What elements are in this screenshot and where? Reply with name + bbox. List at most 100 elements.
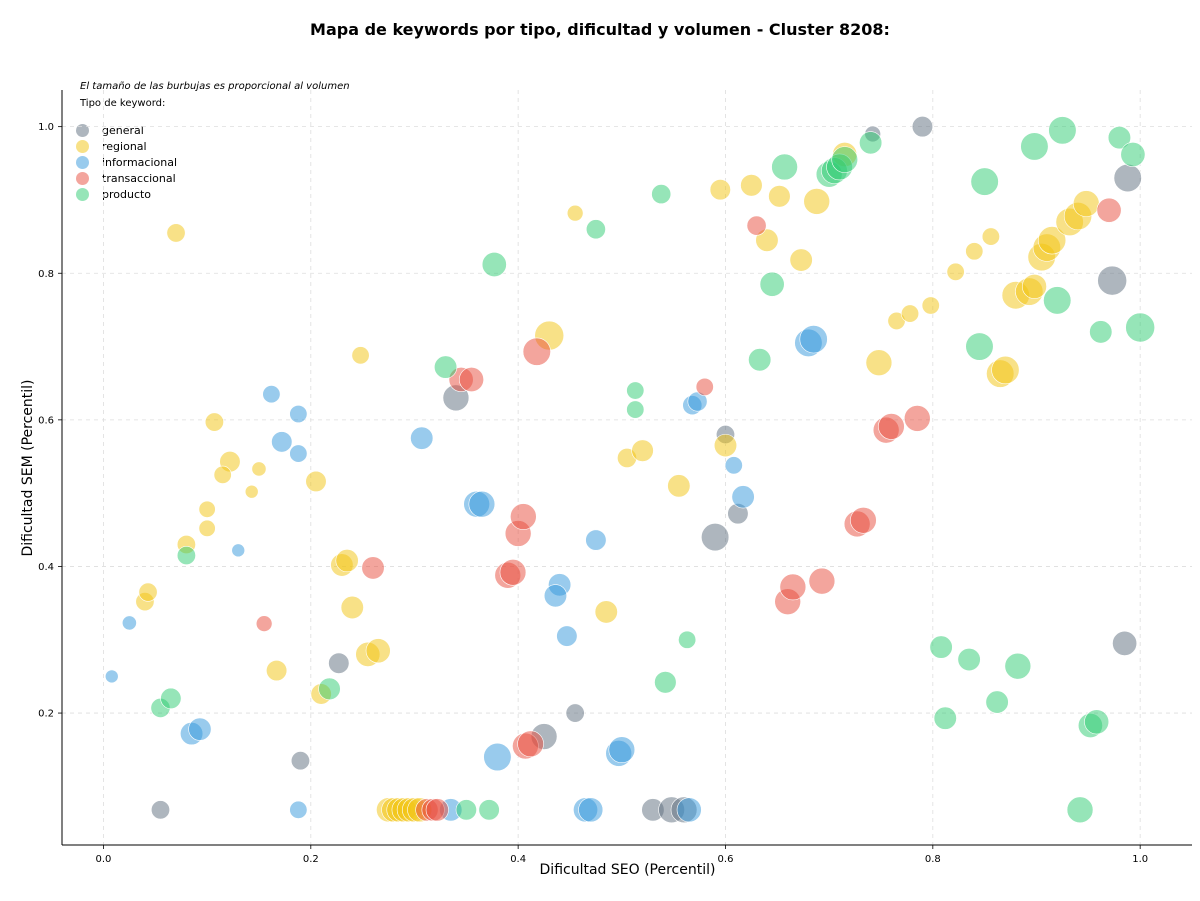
chart-title: Mapa de keywords por tipo, dificultad y … xyxy=(310,20,890,39)
bubble-producto xyxy=(929,635,953,659)
bubble-producto xyxy=(1066,796,1094,824)
bubble-regional xyxy=(1037,226,1067,255)
bubble-transaccional xyxy=(361,556,385,580)
bubble-general xyxy=(1097,265,1128,296)
bubble-regional xyxy=(991,355,1020,385)
bubble-regional xyxy=(803,188,831,215)
legend-swatch-transaccional xyxy=(76,171,89,185)
bubble-producto xyxy=(651,184,672,205)
bubble-informacional xyxy=(410,426,434,450)
bubble-general xyxy=(328,652,350,674)
bubble-informacional xyxy=(483,742,512,772)
bubble-producto xyxy=(626,400,645,419)
bubble-producto xyxy=(1084,709,1110,735)
y-tick-label: 1.0 xyxy=(38,122,54,133)
bubble-informacional xyxy=(543,584,568,608)
bubble-producto xyxy=(160,687,182,709)
bubble-producto xyxy=(985,690,1009,714)
bubble-informacional xyxy=(608,736,636,764)
legend-item-transaccional: transaccional xyxy=(74,170,177,186)
bubble-general xyxy=(1113,163,1142,193)
legend-item-informacional: informacional xyxy=(74,154,177,170)
bubble-informacional xyxy=(676,797,702,823)
bubble-producto xyxy=(434,355,458,379)
bubble-informacional xyxy=(289,444,308,463)
bubble-transaccional xyxy=(878,413,905,440)
y-tick-label: 0.4 xyxy=(38,562,54,573)
bubble-producto xyxy=(965,332,994,361)
bubble-producto xyxy=(176,545,196,565)
bubble-regional xyxy=(1072,190,1100,217)
bubble-informacional xyxy=(799,325,828,354)
bubble-transaccional xyxy=(746,215,767,236)
bubble-producto xyxy=(748,348,772,372)
bubble-producto xyxy=(1107,126,1131,150)
bubble-transaccional xyxy=(808,567,836,595)
bubble-general xyxy=(1112,630,1138,656)
bubble-producto xyxy=(1004,652,1032,680)
bubble-regional xyxy=(946,262,965,281)
bubble-informacional xyxy=(289,800,308,819)
bubble-informacional xyxy=(262,385,281,404)
bubble-regional xyxy=(365,638,391,664)
y-tick-label: 0.8 xyxy=(38,269,54,280)
bubble-producto xyxy=(1020,132,1049,161)
bubble-producto xyxy=(933,706,957,730)
bubble-general xyxy=(701,523,730,552)
bubble-regional xyxy=(566,204,584,222)
bubble-informacional xyxy=(578,797,604,823)
bubble-regional xyxy=(251,461,267,477)
bubble-producto xyxy=(678,630,697,649)
bubble-transaccional xyxy=(1096,197,1122,223)
bubble-producto xyxy=(1048,116,1077,145)
bubble-informacional xyxy=(231,543,246,558)
legend-label-informacional: informacional xyxy=(102,155,178,169)
x-tick-label: 0.2 xyxy=(303,854,319,865)
bubble-regional xyxy=(335,549,359,573)
bubble-regional xyxy=(981,227,1000,246)
bubble-producto xyxy=(626,381,645,400)
legend-item-producto: producto xyxy=(74,186,177,202)
bubble-regional xyxy=(900,304,920,323)
bubble-producto xyxy=(1120,142,1146,167)
bubble-informacional xyxy=(724,456,743,475)
bubble-informacional xyxy=(271,431,293,453)
legend-title: Tipo de keyword: xyxy=(80,98,166,109)
bubble-informacional xyxy=(585,529,607,551)
bubble-transaccional xyxy=(779,573,807,601)
bubble-transaccional xyxy=(255,615,273,632)
bubble-transaccional xyxy=(522,337,551,366)
bubble-transaccional xyxy=(510,503,537,530)
bubble-regional xyxy=(213,465,232,484)
bubble-producto xyxy=(970,167,999,196)
bubble-producto xyxy=(759,271,785,297)
bubble-informacional xyxy=(731,485,755,509)
bubble-informacional xyxy=(556,625,578,647)
bubble-regional xyxy=(865,349,893,376)
bubble-regional xyxy=(305,470,327,493)
bubble-regional xyxy=(204,412,224,432)
bubble-regional xyxy=(244,484,259,499)
bubble-regional xyxy=(198,500,216,518)
bubble-regional xyxy=(351,346,370,365)
bubble-regional xyxy=(740,174,763,197)
y-tick-label: 0.6 xyxy=(38,415,54,426)
bubble-regional xyxy=(921,296,940,315)
x-tick-label: 1.0 xyxy=(1132,854,1148,865)
y-tick-label: 0.2 xyxy=(38,709,54,720)
bubble-regional xyxy=(594,600,618,624)
bubble-general xyxy=(911,116,934,138)
bubble-regional xyxy=(709,179,731,201)
bubble-producto xyxy=(478,799,500,821)
bubble-regional xyxy=(138,582,158,602)
bubble-producto xyxy=(1089,320,1113,344)
bubble-informacional xyxy=(104,669,119,684)
legend-item-regional: regional xyxy=(74,138,177,154)
bubble-producto xyxy=(771,153,798,181)
bubble-producto xyxy=(455,799,477,821)
legend-swatch-regional xyxy=(76,139,89,153)
bubble-transaccional xyxy=(459,367,484,392)
bubble-regional xyxy=(266,659,288,682)
bubble-regional xyxy=(340,595,364,620)
